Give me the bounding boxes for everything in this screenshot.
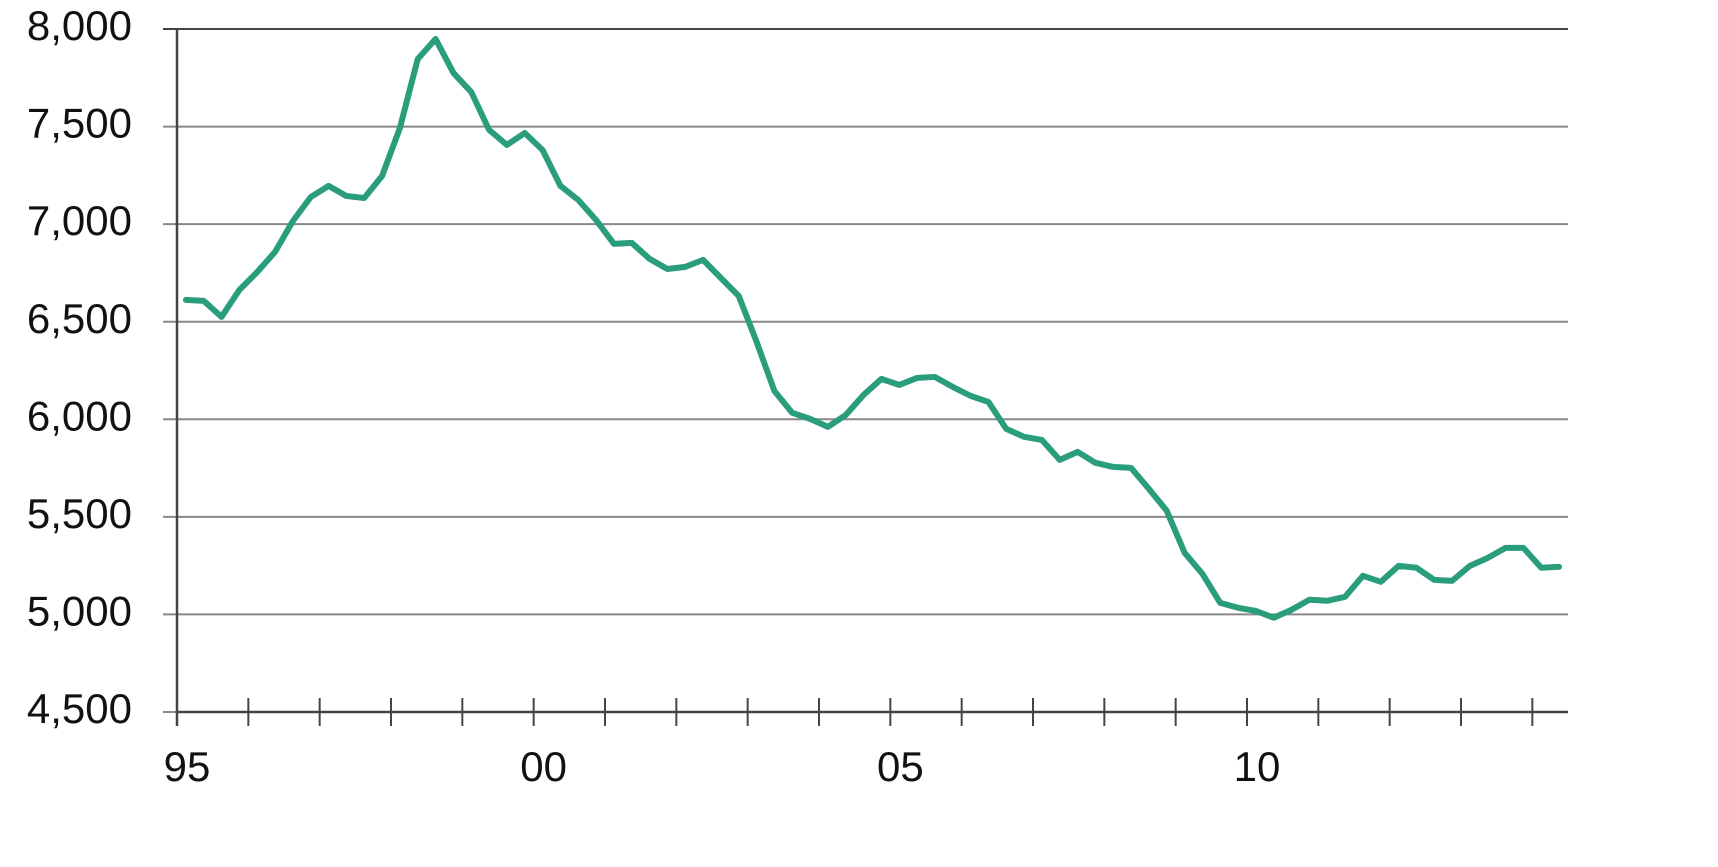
x-tick-label: 95 xyxy=(164,743,211,790)
y-tick-label: 7,000 xyxy=(27,197,132,244)
y-tick-label: 5,000 xyxy=(27,588,132,635)
x-tick-label: 00 xyxy=(520,743,567,790)
x-tick-label: 05 xyxy=(877,743,924,790)
y-tick-label: 8,000 xyxy=(27,2,132,49)
y-tick-label: 6,500 xyxy=(27,295,132,342)
x-tick-label: 10 xyxy=(1234,743,1281,790)
y-tick-label: 4,500 xyxy=(27,685,132,732)
y-tick-label: 7,500 xyxy=(27,100,132,147)
y-tick-label: 5,500 xyxy=(27,490,132,537)
y-tick-label: 6,000 xyxy=(27,392,132,439)
line-series xyxy=(182,35,1563,621)
